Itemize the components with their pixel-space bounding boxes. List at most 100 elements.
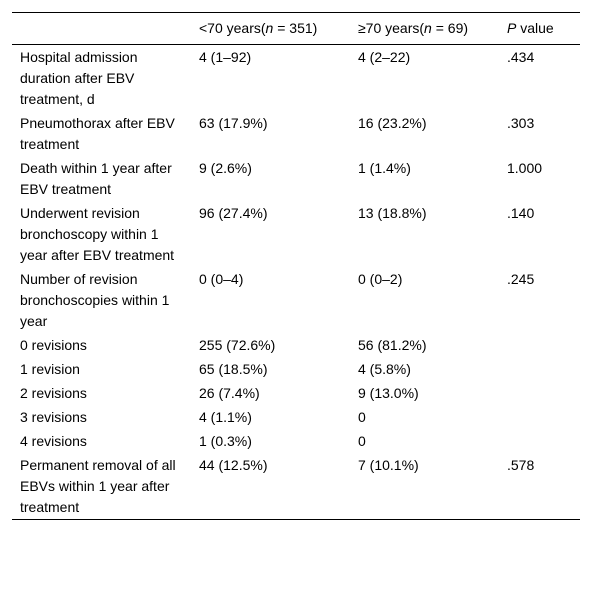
- table-row: Hospital admission duration after EBV tr…: [12, 45, 580, 112]
- cell-value: 4 (1–92): [199, 49, 252, 65]
- cell-value: .434: [507, 49, 535, 65]
- table-cell: [499, 429, 580, 453]
- header-text: value: [516, 20, 554, 36]
- table-cell: 4 revisions: [12, 429, 191, 453]
- table-cell: 96 (27.4%): [191, 201, 350, 267]
- table-cell: 1 (0.3%): [191, 429, 350, 453]
- header-text: ≥70 years(: [358, 20, 425, 36]
- table-row: Number of revision bronchoscopies within…: [12, 267, 580, 333]
- table-cell: 16 (23.2%): [350, 111, 499, 156]
- row-label: Underwent revision bronchoscopy within 1…: [20, 205, 175, 263]
- table-cell: .434: [499, 45, 580, 112]
- table-cell: 1 (1.4%): [350, 156, 499, 201]
- results-table: <70 years(n = 351) ≥70 years(n = 69) P val…: [12, 12, 580, 520]
- table-cell: 26 (7.4%): [191, 381, 350, 405]
- row-label: Pneumothorax after EBV treatment: [20, 115, 175, 152]
- header-text: = 69): [431, 20, 469, 36]
- table-cell: 9 (2.6%): [191, 156, 350, 201]
- table-cell: 63 (17.9%): [191, 111, 350, 156]
- table-cell: .303: [499, 111, 580, 156]
- cell-value: 63 (17.9%): [199, 115, 268, 131]
- table-row: 1 revision 65 (18.5%) 4 (5.8%): [12, 357, 580, 381]
- table-cell: 0 (0–2): [350, 267, 499, 333]
- table-cell: 44 (12.5%): [191, 453, 350, 520]
- cell-value: 56 (81.2%): [358, 337, 427, 353]
- table-row: 2 revisions 26 (7.4%) 9 (13.0%): [12, 381, 580, 405]
- table-cell: Number of revision bronchoscopies within…: [12, 267, 191, 333]
- cell-value: .245: [507, 271, 535, 287]
- cell-value: 4 (5.8%): [358, 361, 411, 377]
- cell-value: 9 (2.6%): [199, 160, 252, 176]
- table-cell: 4 (1–92): [191, 45, 350, 112]
- cell-value: .578: [507, 457, 535, 473]
- cell-value: 44 (12.5%): [199, 457, 268, 473]
- cell-value: 255 (72.6%): [199, 337, 276, 353]
- table-cell: 0: [350, 429, 499, 453]
- cell-value: 4 (1.1%): [199, 409, 252, 425]
- cell-value: 7 (10.1%): [358, 457, 419, 473]
- row-label: 4 revisions: [20, 433, 87, 449]
- table-cell: 4 (5.8%): [350, 357, 499, 381]
- table-cell: 9 (13.0%): [350, 381, 499, 405]
- table-cell: 3 revisions: [12, 405, 191, 429]
- row-label: Permanent removal of all EBVs within 1 y…: [20, 457, 176, 515]
- table-cell: Death within 1 year after EBV treatment: [12, 156, 191, 201]
- row-label: Death within 1 year after EBV treatment: [20, 160, 172, 197]
- table-cell: .245: [499, 267, 580, 333]
- table-cell: 13 (18.8%): [350, 201, 499, 267]
- table-row: Pneumothorax after EBV treatment 63 (17.9…: [12, 111, 580, 156]
- header-row: <70 years(n = 351) ≥70 years(n = 69) P val…: [12, 12, 580, 45]
- cell-value: .140: [507, 205, 535, 221]
- table-cell: .140: [499, 201, 580, 267]
- table-cell: [499, 405, 580, 429]
- cell-value: 0 (0–2): [358, 271, 403, 287]
- table-cell: 0 (0–4): [191, 267, 350, 333]
- cell-value: 4 (2–22): [358, 49, 411, 65]
- cell-value: 65 (18.5%): [199, 361, 268, 377]
- table-row: 0 revisions 255 (72.6%) 56 (81.2%): [12, 333, 580, 357]
- header-text: n: [265, 20, 274, 36]
- table-cell: 7 (10.1%): [350, 453, 499, 520]
- table-cell: Underwent revision bronchoscopy within 1…: [12, 201, 191, 267]
- row-label: 0 revisions: [20, 337, 87, 353]
- header-text: = 351): [273, 20, 318, 36]
- cell-value: 9 (13.0%): [358, 385, 419, 401]
- row-label: 3 revisions: [20, 409, 87, 425]
- table-cell: [499, 333, 580, 357]
- table-cell: 0 revisions: [12, 333, 191, 357]
- table-cell: 1.000: [499, 156, 580, 201]
- cell-value: 0: [358, 409, 366, 425]
- table-cell: 255 (72.6%): [191, 333, 350, 357]
- table-cell: .578: [499, 453, 580, 520]
- header-cell: [12, 13, 191, 45]
- table-row: 4 revisions 1 (0.3%) 0: [12, 429, 580, 453]
- table-cell: Hospital admission duration after EBV tr…: [12, 45, 191, 112]
- table-cell: 2 revisions: [12, 381, 191, 405]
- row-label: 2 revisions: [20, 385, 87, 401]
- table-row: 3 revisions 4 (1.1%) 0: [12, 405, 580, 429]
- header-text: P: [507, 20, 517, 36]
- table-cell: 56 (81.2%): [350, 333, 499, 357]
- table-cell: [499, 357, 580, 381]
- cell-value: 26 (7.4%): [199, 385, 260, 401]
- table-row: Underwent revision bronchoscopy within 1…: [12, 201, 580, 267]
- header-cell: ≥70 years(n = 69): [350, 13, 499, 45]
- header-cell: P value: [499, 13, 580, 45]
- cell-value: 0: [358, 433, 366, 449]
- table-cell: 65 (18.5%): [191, 357, 350, 381]
- table-row: Permanent removal of all EBVs within 1 y…: [12, 453, 580, 520]
- cell-value: 13 (18.8%): [358, 205, 427, 221]
- table-cell: Pneumothorax after EBV treatment: [12, 111, 191, 156]
- table-body: Hospital admission duration after EBV tr…: [12, 45, 580, 520]
- table-header: <70 years(n = 351) ≥70 years(n = 69) P val…: [12, 12, 580, 45]
- table-cell: Permanent removal of all EBVs within 1 y…: [12, 453, 191, 520]
- table-cell: 0: [350, 405, 499, 429]
- cell-value: .303: [507, 115, 535, 131]
- table-cell: 1 revision: [12, 357, 191, 381]
- cell-value: 1.000: [507, 160, 543, 176]
- header-cell: <70 years(n = 351): [191, 13, 350, 45]
- cell-value: 0 (0–4): [199, 271, 244, 287]
- cell-value: 96 (27.4%): [199, 205, 268, 221]
- table-row: Death within 1 year after EBV treatment 9…: [12, 156, 580, 201]
